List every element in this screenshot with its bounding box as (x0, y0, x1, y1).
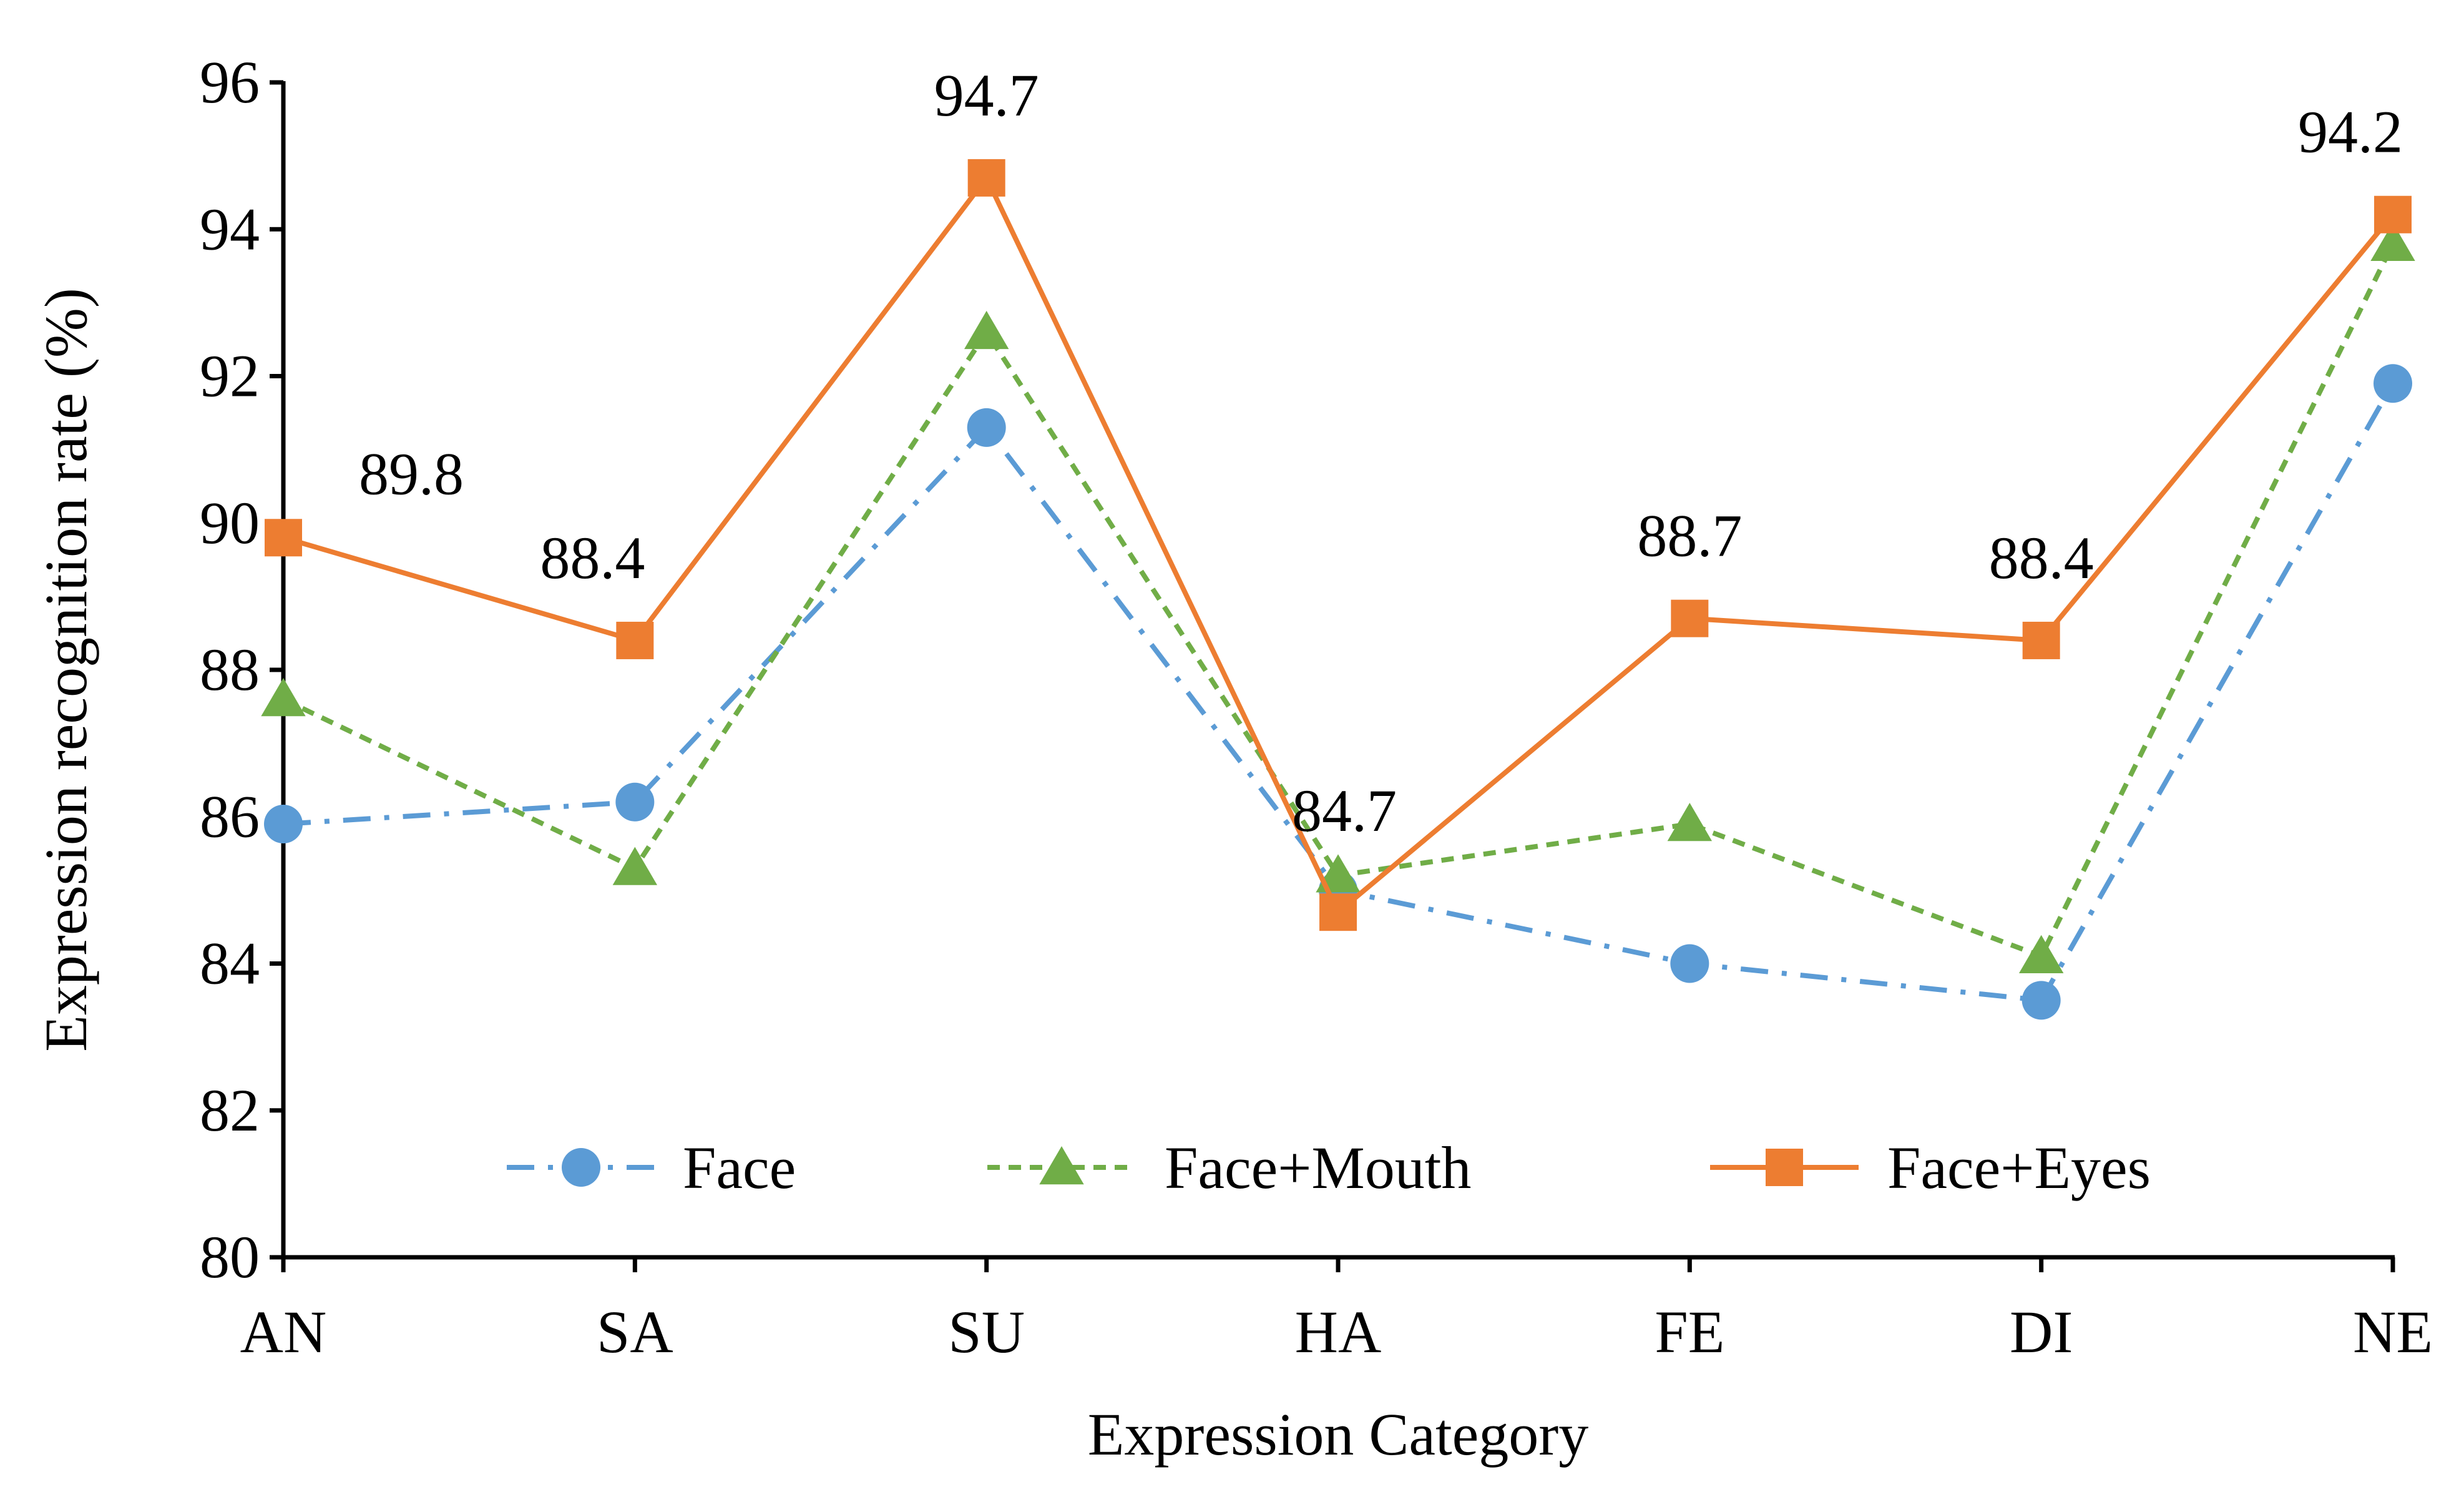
point-face-mouth (1316, 854, 1361, 893)
x-tick-label: HA (1295, 1298, 1382, 1365)
x-tick-label: FE (1655, 1298, 1724, 1365)
data-labels: 89.8 88.4 94.7 84.7 88.7 88.4 94.2 (359, 62, 2403, 844)
data-label: 88.7 (1637, 503, 1742, 569)
data-label: 88.4 (1989, 524, 2094, 591)
x-tick-label: NE (2353, 1298, 2433, 1365)
y-axis-title: Expression recognition rate (%) (32, 288, 99, 1052)
data-label: 84.7 (1292, 777, 1397, 844)
point-face-mouth (964, 310, 1009, 350)
point-face (967, 408, 1006, 447)
y-tick-label: 80 (200, 1224, 260, 1290)
axes: 80 82 84 86 88 90 92 94 96 AN SA SU HA FE DI NE (200, 49, 2433, 1365)
point-face-mouth (612, 847, 658, 885)
legend-label: Face+Mouth (1165, 1134, 1471, 1201)
point-face-eyes (967, 159, 1005, 197)
point-face-eyes (2374, 195, 2412, 233)
legend-item-face: Face (507, 1134, 796, 1201)
point-face-mouth (2018, 935, 2064, 973)
x-tick-label: AN (240, 1298, 327, 1365)
legend-label: Face (683, 1134, 796, 1201)
point-face-eyes (2022, 621, 2060, 659)
y-tick-label: 86 (200, 783, 260, 850)
data-label: 88.4 (540, 524, 645, 591)
legend-marker (1766, 1149, 1803, 1186)
y-tick-label: 84 (200, 930, 260, 997)
y-tick-label: 96 (200, 49, 260, 115)
data-label: 94.7 (934, 62, 1039, 129)
legend: Face Face+Mouth Face+Eyes (507, 1134, 2151, 1201)
x-tick-label: SA (597, 1298, 673, 1365)
legend-item-face-eyes: Face+Eyes (1710, 1134, 2151, 1201)
legend-marker (1039, 1146, 1084, 1185)
y-tick-label: 82 (200, 1077, 260, 1144)
point-face (264, 805, 303, 844)
x-tick-label: SU (948, 1298, 1025, 1365)
x-tick-label: DI (2010, 1298, 2073, 1365)
legend-item-face-mouth: Face+Mouth (987, 1134, 1471, 1201)
x-axis-title: Expression Category (1088, 1401, 1589, 1468)
point-face-eyes (265, 519, 302, 557)
series-face-eyes (265, 159, 2412, 931)
point-face-eyes (616, 621, 654, 659)
point-face (1670, 944, 1709, 983)
series-lines (261, 159, 2415, 1020)
point-face-eyes (1671, 599, 1709, 637)
series-face-mouth (261, 222, 2415, 973)
y-tick-label: 94 (200, 195, 260, 262)
legend-label: Face+Eyes (1887, 1134, 2151, 1201)
point-face (2022, 981, 2061, 1020)
y-tick-label: 88 (200, 636, 260, 703)
y-tick-label: 90 (200, 489, 260, 556)
y-tick-label: 92 (200, 343, 260, 410)
point-face-mouth (1667, 803, 1713, 842)
point-face (2374, 364, 2412, 403)
point-face (615, 782, 655, 822)
legend-marker (562, 1148, 600, 1187)
point-face-eyes (1319, 893, 1357, 931)
data-label: 89.8 (359, 440, 464, 507)
data-label: 94.2 (2298, 99, 2403, 165)
point-face-mouth (2370, 222, 2415, 261)
point-face-mouth (261, 678, 306, 717)
